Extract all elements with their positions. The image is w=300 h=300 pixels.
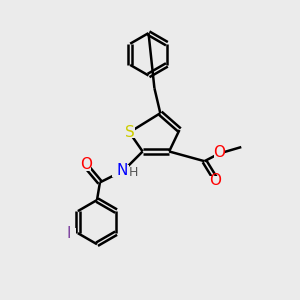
Bar: [67, 229, 76, 238]
Text: I: I: [67, 226, 71, 241]
Text: O: O: [213, 145, 225, 160]
Bar: [124, 127, 135, 138]
Bar: [209, 176, 220, 186]
Bar: [214, 148, 224, 159]
Bar: [112, 165, 129, 176]
Text: N: N: [116, 163, 128, 178]
Text: O: O: [80, 157, 92, 172]
Text: H: H: [129, 167, 139, 179]
Bar: [81, 161, 92, 172]
Text: S: S: [124, 125, 134, 140]
Text: O: O: [209, 173, 221, 188]
